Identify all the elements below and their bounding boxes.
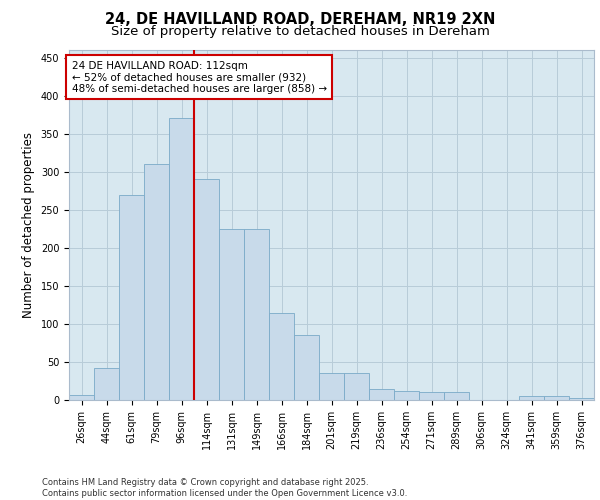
- Text: Size of property relative to detached houses in Dereham: Size of property relative to detached ho…: [110, 25, 490, 38]
- Bar: [119, 194, 144, 400]
- Bar: [569, 398, 594, 400]
- Bar: [269, 312, 294, 400]
- Bar: [144, 164, 169, 400]
- Bar: [219, 229, 244, 400]
- Bar: [94, 368, 119, 400]
- Bar: [294, 336, 319, 400]
- Bar: [419, 392, 444, 400]
- Text: 24, DE HAVILLAND ROAD, DEREHAM, NR19 2XN: 24, DE HAVILLAND ROAD, DEREHAM, NR19 2XN: [105, 12, 495, 28]
- Text: Contains HM Land Registry data © Crown copyright and database right 2025.
Contai: Contains HM Land Registry data © Crown c…: [42, 478, 407, 498]
- Y-axis label: Number of detached properties: Number of detached properties: [22, 132, 35, 318]
- Bar: [344, 374, 369, 400]
- Bar: [369, 388, 394, 400]
- Bar: [169, 118, 194, 400]
- Bar: [544, 396, 569, 400]
- Bar: [519, 396, 544, 400]
- Bar: [194, 180, 219, 400]
- Bar: [69, 394, 94, 400]
- Bar: [244, 229, 269, 400]
- Bar: [394, 391, 419, 400]
- Text: 24 DE HAVILLAND ROAD: 112sqm
← 52% of detached houses are smaller (932)
48% of s: 24 DE HAVILLAND ROAD: 112sqm ← 52% of de…: [71, 60, 327, 94]
- Bar: [444, 392, 469, 400]
- Bar: [319, 374, 344, 400]
